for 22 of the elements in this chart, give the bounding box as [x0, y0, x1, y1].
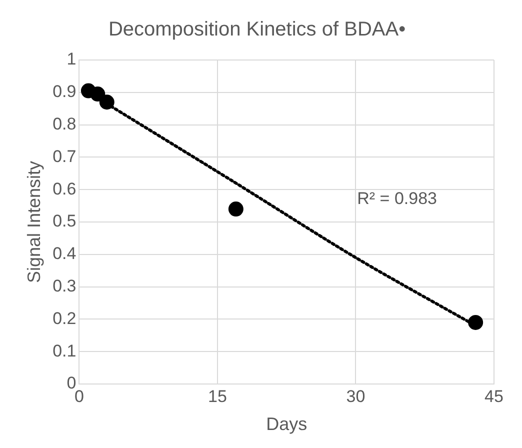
y-tick-label: 0.5 — [52, 212, 76, 231]
y-tick-label: 0 — [66, 374, 76, 393]
point — [228, 202, 244, 217]
annotation: R² = 0.983 — [357, 189, 437, 208]
y-tick-label: 0.9 — [52, 82, 76, 102]
y-tick-label: 1 — [66, 50, 76, 69]
point — [99, 94, 114, 110]
x-tick-label: 30 — [346, 386, 366, 406]
y-tick-label: 0.2 — [52, 308, 76, 328]
y-tick-label: 0.3 — [52, 276, 76, 296]
y-tick-label: 0.1 — [52, 341, 76, 360]
y-tick-label: 0.7 — [52, 146, 76, 166]
y-tick-label: 0.6 — [52, 179, 76, 198]
point — [90, 86, 106, 102]
y-tick-label: 0.4 — [52, 244, 76, 264]
chart-title: Decomposition Kinetics of BDAA• — [108, 18, 406, 41]
x-tick-label: 45 — [484, 386, 504, 406]
x-axis-title: Days — [266, 414, 308, 434]
x-tick-label: 15 — [208, 386, 227, 406]
y-tick-label: 0.8 — [52, 114, 76, 134]
y-axis-title: Signal Intensity — [24, 160, 44, 284]
point — [468, 314, 484, 330]
